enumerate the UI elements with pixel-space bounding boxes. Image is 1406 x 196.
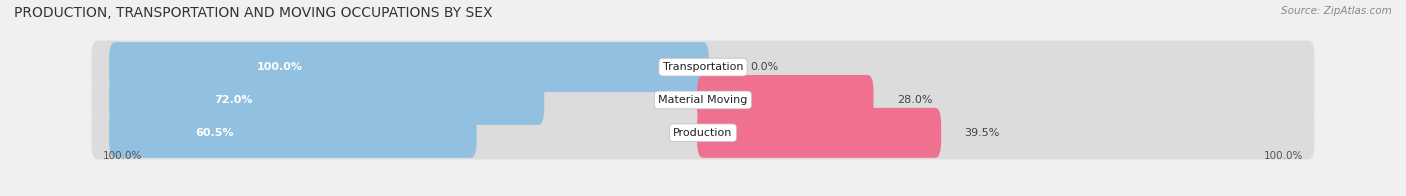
Text: 100.0%: 100.0% <box>257 62 302 72</box>
Text: Source: ZipAtlas.com: Source: ZipAtlas.com <box>1281 6 1392 16</box>
Text: 100.0%: 100.0% <box>1264 152 1303 162</box>
FancyBboxPatch shape <box>91 73 1315 127</box>
FancyBboxPatch shape <box>91 106 1315 159</box>
Text: 39.5%: 39.5% <box>965 128 1000 138</box>
FancyBboxPatch shape <box>91 41 1315 94</box>
Text: 0.0%: 0.0% <box>749 62 779 72</box>
FancyBboxPatch shape <box>110 42 709 92</box>
Text: 60.5%: 60.5% <box>195 128 233 138</box>
Text: Production: Production <box>673 128 733 138</box>
FancyBboxPatch shape <box>697 108 941 158</box>
Text: 72.0%: 72.0% <box>214 95 253 105</box>
Text: 100.0%: 100.0% <box>103 152 142 162</box>
FancyBboxPatch shape <box>110 108 477 158</box>
FancyBboxPatch shape <box>110 75 544 125</box>
Text: 28.0%: 28.0% <box>897 95 932 105</box>
FancyBboxPatch shape <box>697 75 873 125</box>
Text: PRODUCTION, TRANSPORTATION AND MOVING OCCUPATIONS BY SEX: PRODUCTION, TRANSPORTATION AND MOVING OC… <box>14 6 492 20</box>
Text: Transportation: Transportation <box>662 62 744 72</box>
Text: Material Moving: Material Moving <box>658 95 748 105</box>
